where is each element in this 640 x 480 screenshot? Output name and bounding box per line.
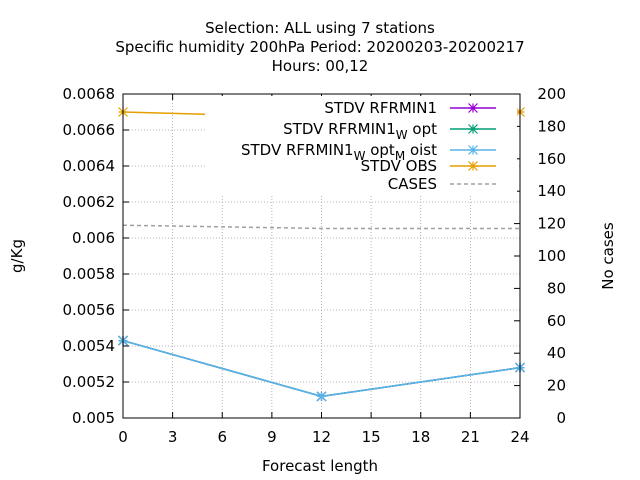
y2-axis-label: No cases <box>599 222 617 290</box>
y-tick-label: 0.0062 <box>63 193 116 211</box>
y2-tick-label: 40 <box>547 344 566 362</box>
legend-label: CASES <box>388 175 437 193</box>
x-tick-label: 9 <box>267 428 277 446</box>
legend-label: STDV OBS <box>361 157 437 175</box>
data-point <box>316 391 327 402</box>
y2-tick-label: 120 <box>537 215 566 233</box>
y2-tick-label: 200 <box>537 85 566 103</box>
chart-title-line-3: Hours: 00,12 <box>272 57 369 75</box>
axes: 0 3 6 9 12 15 18 21 24 0.005 0.0052 0.0054 0.0056 0.0… <box>63 85 567 446</box>
x-tick-label: 3 <box>168 428 178 446</box>
y2-tick-label: 100 <box>537 247 566 265</box>
x-tick-label: 0 <box>118 428 128 446</box>
y-tick-label: 0.0054 <box>63 337 116 355</box>
y-tick-label: 0.0068 <box>63 85 116 103</box>
y2-tick-label: 140 <box>537 182 566 200</box>
y-tick-label: 0.0052 <box>63 373 116 391</box>
legend-background <box>205 96 517 196</box>
y-tick-label: 0.005 <box>72 409 115 427</box>
chart-title-line-2: Specific humidity 200hPa Period: 2020020… <box>115 38 524 56</box>
x-tick-label: 18 <box>411 428 430 446</box>
y2-tick-label: 20 <box>547 377 566 395</box>
x-axis-label: Forecast length <box>262 457 378 475</box>
y2-tick-label: 60 <box>547 312 566 330</box>
x-tick-label: 15 <box>362 428 381 446</box>
y-tick-label: 0.006 <box>72 229 115 247</box>
legend-label: STDV RFRMIN1 <box>324 99 437 117</box>
y-tick-label: 0.0064 <box>63 157 116 175</box>
data-point <box>468 103 478 113</box>
y-tick-label: 0.0056 <box>63 301 116 319</box>
data-point <box>468 124 478 134</box>
legend-label: STDV RFRMIN1W opt <box>283 120 437 142</box>
legend-label: STDV RFRMIN1W optM oist <box>241 141 437 163</box>
x-tick-label: 21 <box>461 428 480 446</box>
series-line <box>122 224 520 230</box>
y2-tick-label: 160 <box>537 150 566 168</box>
x-tick-label: 24 <box>510 428 529 446</box>
data-point <box>468 161 478 171</box>
data-point <box>468 145 478 155</box>
y-tick-label: 0.0058 <box>63 265 116 283</box>
y2-tick-label: 80 <box>547 279 566 297</box>
y-axis-label: g/Kg <box>8 239 26 273</box>
y2-tick-label: 0 <box>556 409 566 427</box>
y2-tick-label: 180 <box>537 117 566 135</box>
x-tick-label: 12 <box>312 428 331 446</box>
chart-title-line-1: Selection: ALL using 7 stations <box>205 19 435 37</box>
y-tick-label: 0.0066 <box>63 121 116 139</box>
x-tick-label: 6 <box>217 428 227 446</box>
